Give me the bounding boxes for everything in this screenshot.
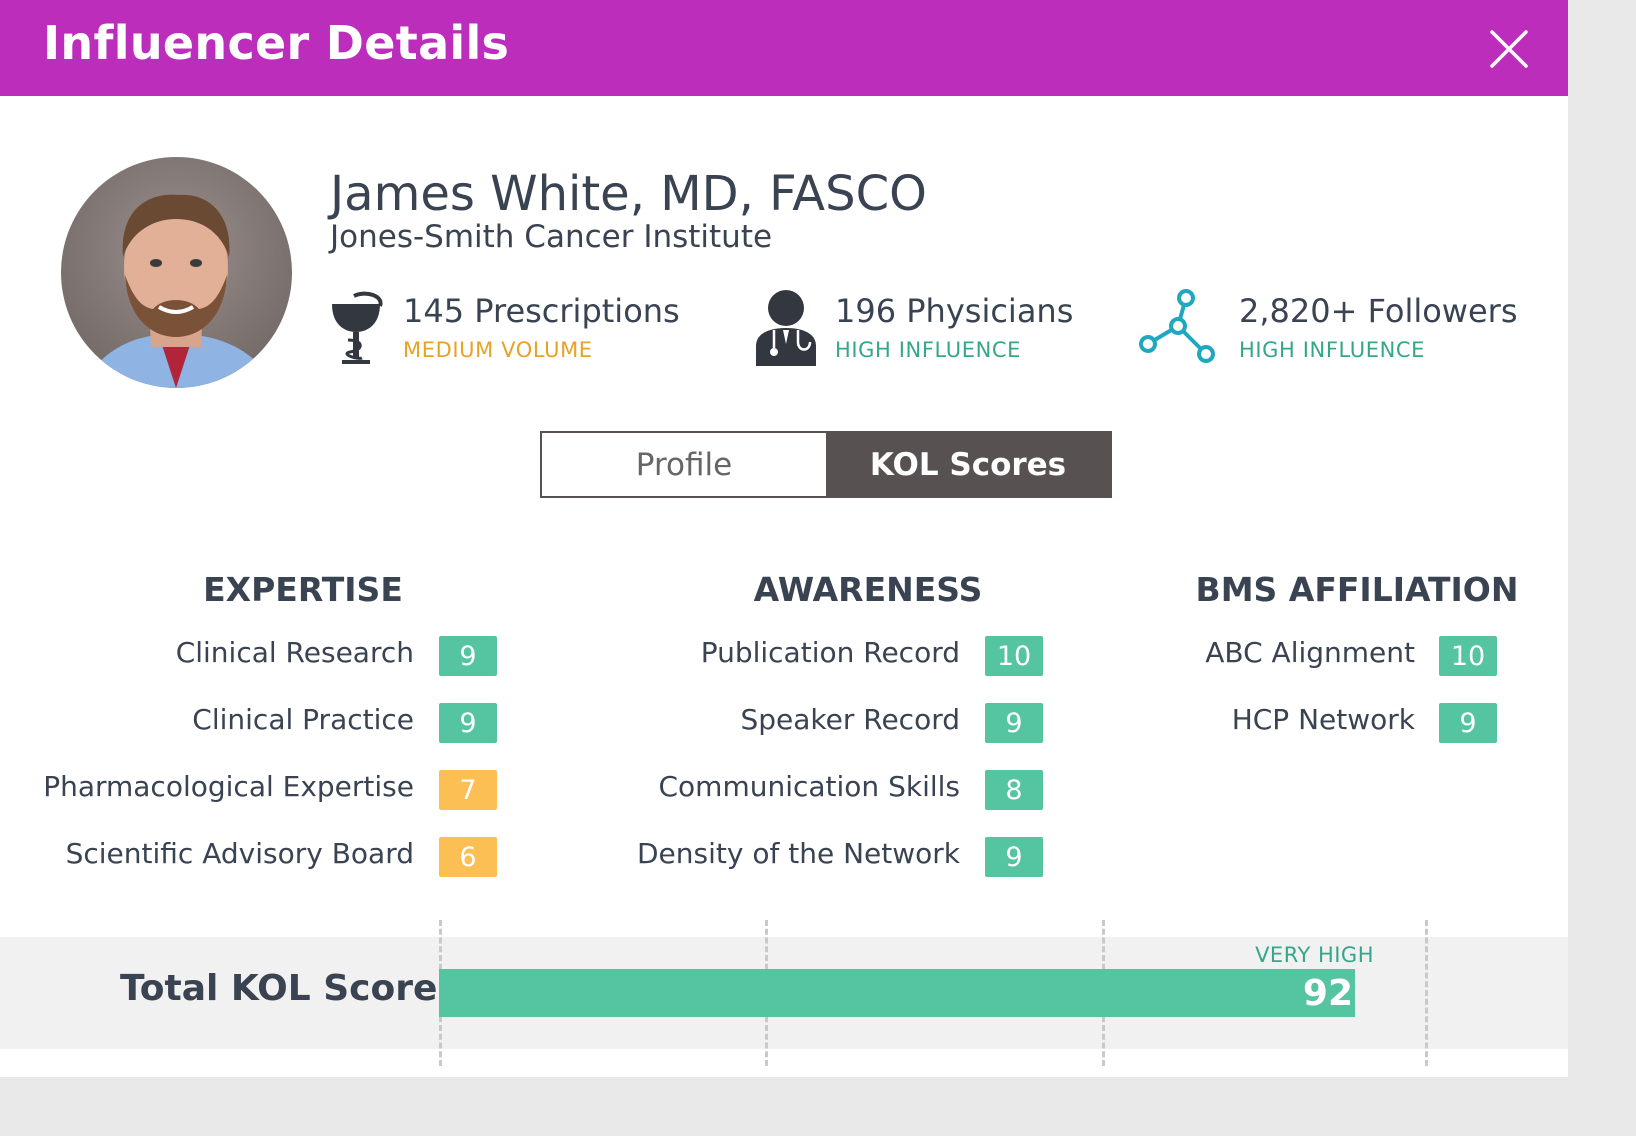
score-label: Speaker Record	[740, 703, 960, 736]
category-title-awareness: AWARENESS	[753, 570, 983, 609]
total-score-value: 92	[1302, 972, 1353, 1014]
total-score-level: VERY HIGH	[1255, 943, 1374, 967]
influencer-name: James White, MD, FASCO	[330, 166, 927, 222]
score-label: Clinical Practice	[192, 703, 414, 736]
score-label: Publication Record	[700, 636, 960, 669]
score-label: Density of the Network	[637, 837, 960, 870]
total-score-bar	[439, 969, 1355, 1017]
institution-name: Jones-Smith Cancer Institute	[330, 219, 773, 255]
score-label: Pharmacological Expertise	[43, 770, 414, 803]
physicians-value: 196 Physicians	[835, 292, 1074, 330]
followers-value: 2,820+ Followers	[1239, 292, 1518, 330]
score-label: HCP Network	[1231, 703, 1415, 736]
avatar	[61, 157, 292, 388]
total-kol-score-label: Total KOL Score	[120, 968, 438, 1009]
close-icon	[1490, 30, 1528, 68]
followers-level: HIGH INFLUENCE	[1239, 338, 1426, 362]
modal-header: Influencer Details	[0, 0, 1568, 96]
category-title-bms-affiliation: BMS AFFILIATION	[1195, 570, 1519, 609]
physician-icon	[756, 290, 816, 366]
pharmacy-bowl-icon	[332, 291, 383, 364]
network-icon	[1139, 289, 1215, 363]
prescriptions-level: MEDIUM VOLUME	[403, 338, 593, 362]
score-badge: 9	[439, 703, 497, 743]
score-badge: 9	[439, 636, 497, 676]
score-label: Clinical Research	[175, 636, 414, 669]
tab-profile[interactable]: Profile	[542, 433, 826, 496]
score-label: Scientific Advisory Board	[65, 837, 414, 870]
close-button[interactable]	[1482, 22, 1536, 76]
score-badge: 6	[439, 837, 497, 877]
grid-line	[1425, 920, 1428, 1066]
score-badge: 9	[1439, 703, 1497, 743]
score-badge: 9	[985, 703, 1043, 743]
tab-kol-scores[interactable]: KOL Scores	[826, 433, 1110, 496]
score-badge: 10	[985, 636, 1043, 676]
tab-bar: Profile KOL Scores	[540, 431, 1112, 498]
modal-title: Influencer Details	[43, 16, 510, 70]
influencer-details-modal: Influencer Details	[0, 0, 1568, 1077]
prescriptions-value: 145 Prescriptions	[403, 292, 680, 330]
score-label: ABC Alignment	[1205, 636, 1415, 669]
score-label: Communication Skills	[658, 770, 960, 803]
score-badge: 9	[985, 837, 1043, 877]
category-title-expertise: EXPERTISE	[203, 570, 403, 609]
score-badge: 8	[985, 770, 1043, 810]
score-badge: 10	[1439, 636, 1497, 676]
physicians-level: HIGH INFLUENCE	[835, 338, 1022, 362]
score-badge: 7	[439, 770, 497, 810]
